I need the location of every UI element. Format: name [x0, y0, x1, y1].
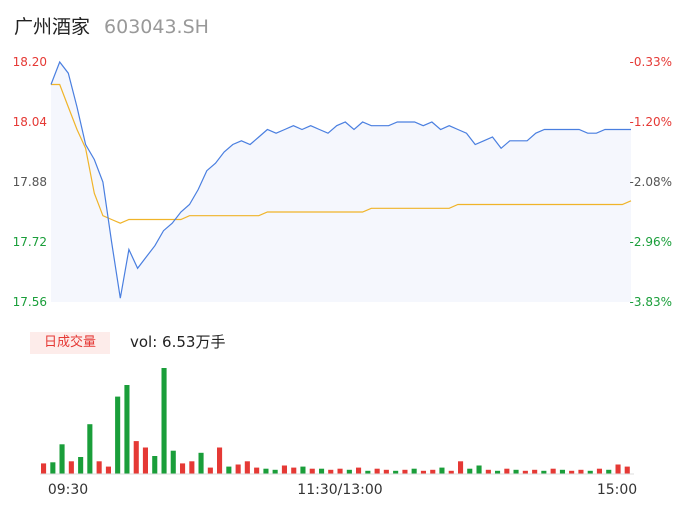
volume-bar [68, 461, 74, 474]
price-area-fill [51, 62, 631, 302]
time-tick-label: 09:30 [48, 482, 88, 498]
volume-bar [458, 461, 464, 474]
volume-bar [559, 469, 565, 474]
volume-bar [189, 461, 195, 474]
price-tick-label: 17.56 [13, 295, 47, 309]
percent-axis: -0.33% -1.20% -2.08% -2.96% -3.83% [630, 55, 672, 309]
volume-bars [41, 368, 630, 474]
volume-bar [448, 470, 454, 474]
average-price-line [51, 83, 632, 224]
volume-bar [606, 469, 612, 474]
volume-bar [365, 470, 371, 474]
volume-bar [161, 368, 167, 474]
volume-bar [133, 441, 139, 474]
volume-bar [439, 467, 445, 474]
volume-bar [550, 468, 556, 474]
volume-bar [624, 466, 630, 474]
volume-bar [467, 468, 473, 474]
volume-bar [615, 464, 621, 474]
percent-tick-label: -1.20% [630, 115, 672, 129]
volume-bar [226, 466, 232, 474]
volume-bar [180, 463, 186, 474]
volume-bar [244, 461, 250, 474]
volume-bar [476, 465, 482, 474]
volume-bar [152, 456, 158, 474]
volume-bar [522, 470, 528, 474]
volume-bar [96, 461, 102, 474]
volume-bar [532, 469, 538, 474]
percent-tick-label: -0.33% [630, 55, 672, 69]
volume-bar [420, 470, 426, 474]
volume-bar [541, 470, 547, 474]
volume-bar [263, 468, 269, 474]
volume-bar [124, 385, 130, 474]
volume-bar [485, 469, 491, 474]
volume-bar [495, 470, 501, 474]
stock-name: 广州酒家 [14, 16, 91, 38]
volume-bar [356, 467, 362, 474]
volume-bar [596, 468, 602, 474]
volume-bar [504, 468, 510, 474]
volume-bar [337, 468, 343, 474]
price-tick-label: 18.20 [13, 55, 47, 69]
volume-bar [217, 447, 223, 474]
volume-bar [328, 469, 334, 474]
volume-bar [254, 467, 260, 474]
volume-bar [578, 469, 584, 474]
volume-bar [41, 463, 47, 474]
volume-bar [50, 462, 56, 474]
volume-bar [115, 396, 121, 474]
volume-bar [383, 469, 389, 474]
volume-bar [105, 466, 111, 474]
volume-bar [513, 469, 519, 474]
volume-bar [170, 450, 176, 474]
volume-bar [142, 447, 148, 474]
price-tick-label: 17.72 [13, 235, 47, 249]
volume-bar [291, 467, 297, 474]
volume-bar [411, 468, 417, 474]
volume-bar [319, 468, 325, 474]
volume-bar [402, 469, 408, 474]
volume-bar [374, 468, 380, 474]
volume-bar [281, 465, 287, 474]
volume-bar [300, 466, 306, 474]
volume-bar [430, 469, 436, 474]
volume-bar [393, 470, 399, 474]
volume-bar [78, 457, 84, 474]
volume-bar [59, 444, 65, 474]
time-axis: 09:30 11:30/13:00 15:00 [48, 482, 637, 498]
percent-tick-label: -3.83% [630, 295, 672, 309]
volume-bar [198, 452, 204, 474]
percent-tick-label: -2.08% [630, 175, 672, 189]
volume-bar [587, 470, 593, 474]
volume-bar [235, 464, 241, 474]
volume-total: vol: 6.53万手 [130, 333, 226, 351]
price-axis: 18.20 18.04 17.88 17.72 17.56 [13, 55, 47, 309]
volume-bar [309, 468, 315, 474]
volume-bar [346, 469, 352, 474]
time-tick-label: 15:00 [597, 482, 637, 498]
volume-bar [87, 424, 93, 474]
volume-label: 日成交量 [30, 332, 110, 354]
price-tick-label: 18.04 [13, 115, 47, 129]
time-tick-label: 11:30/13:00 [297, 482, 382, 498]
percent-tick-label: -2.96% [630, 235, 672, 249]
stock-code: 603043.SH [104, 16, 209, 38]
price-tick-label: 17.88 [13, 175, 47, 189]
volume-bar [272, 469, 278, 474]
stock-title: 广州酒家 603043.SH [14, 12, 209, 39]
volume-bar [569, 470, 575, 474]
volume-bar [207, 467, 213, 474]
price-line [50, 60, 631, 299]
